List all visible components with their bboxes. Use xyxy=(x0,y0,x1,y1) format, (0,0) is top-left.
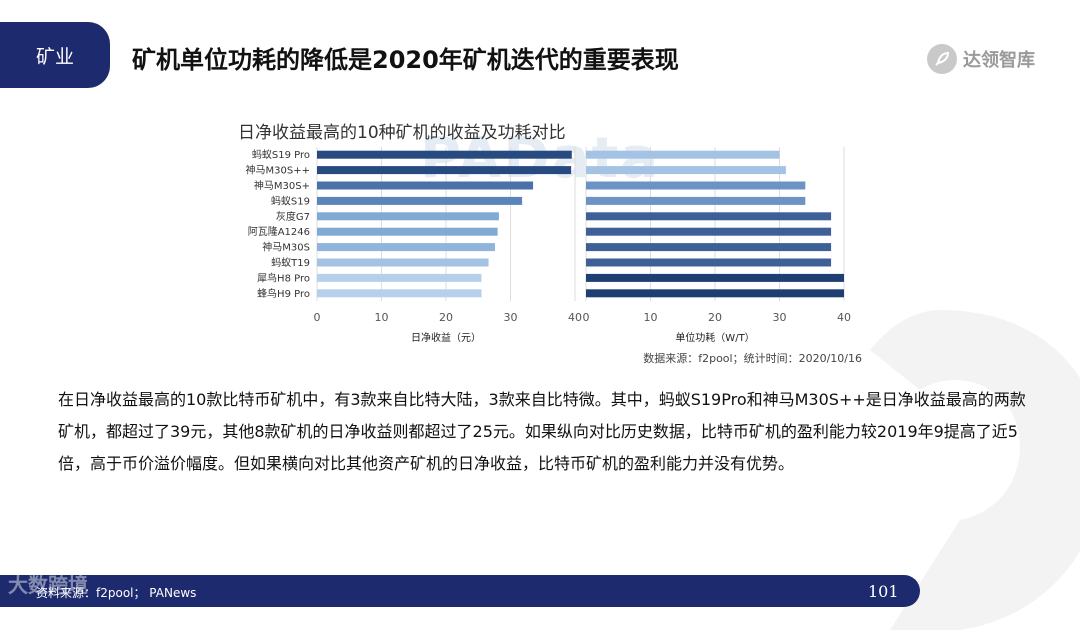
page-number: 101 xyxy=(868,582,899,601)
rocket-icon xyxy=(927,44,957,74)
body-paragraph: 在日净收益最高的10款比特币矿机中，有3款来自比特大陆，3款来自比特微。其中，蚂… xyxy=(58,390,1026,473)
chart-source: 数据来源：f2pool；统计时间：2020/10/16 xyxy=(643,352,862,365)
footer-watermark: 大数跨境 xyxy=(8,573,88,597)
brand: 达领智库 xyxy=(927,44,1035,74)
chart-title: 日净收益最高的10种矿机的收益及功耗对比 xyxy=(238,123,566,143)
footer-source: 资料来源：f2pool； PANews xyxy=(36,586,197,600)
section-tag: 矿业 xyxy=(0,22,110,88)
chart-figure xyxy=(222,110,872,370)
brand-name: 达领智库 xyxy=(963,50,1035,71)
footer-bar xyxy=(0,575,920,607)
page-title: 矿机单位功耗的降低是2020年矿机迭代的重要表现 xyxy=(132,46,679,74)
